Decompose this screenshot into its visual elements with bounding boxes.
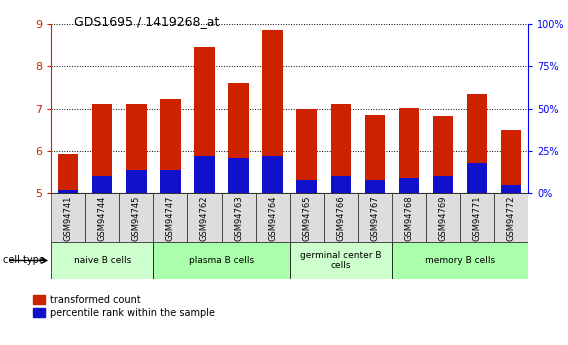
Text: GSM94745: GSM94745 [132,196,141,241]
FancyBboxPatch shape [324,193,358,242]
Bar [58,154,78,193]
Text: germinal center B
cells: germinal center B cells [300,251,382,270]
Bar [92,176,112,193]
Bar [296,180,317,193]
Bar [501,185,521,193]
Bar [58,190,78,193]
Bar [467,94,487,193]
Text: GSM94741: GSM94741 [64,196,73,241]
FancyBboxPatch shape [187,193,222,242]
Bar [262,156,283,193]
Bar [228,83,249,193]
Text: naive B cells: naive B cells [74,256,131,265]
FancyBboxPatch shape [153,241,290,279]
Bar [399,108,419,193]
FancyBboxPatch shape [222,193,256,242]
Text: GSM94747: GSM94747 [166,196,175,241]
Text: GSM94763: GSM94763 [234,196,243,241]
Text: GSM94764: GSM94764 [268,196,277,241]
FancyBboxPatch shape [153,193,187,242]
Text: GSM94762: GSM94762 [200,196,209,241]
FancyBboxPatch shape [290,193,324,242]
Bar [262,30,283,193]
Bar [433,176,453,193]
Bar [467,163,487,193]
Bar [194,47,215,193]
Bar [296,109,317,193]
FancyBboxPatch shape [392,241,528,279]
FancyBboxPatch shape [256,193,290,242]
Bar [365,115,385,193]
Legend: transformed count, percentile rank within the sample: transformed count, percentile rank withi… [34,295,215,318]
FancyBboxPatch shape [392,193,426,242]
FancyBboxPatch shape [85,193,119,242]
Text: GDS1695 / 1419268_at: GDS1695 / 1419268_at [74,16,219,29]
Text: GSM94767: GSM94767 [370,196,379,241]
Bar [160,169,181,193]
Bar [92,105,112,193]
Text: cell type: cell type [3,256,45,265]
Text: plasma B cells: plasma B cells [189,256,254,265]
FancyBboxPatch shape [460,193,494,242]
Bar [194,156,215,193]
Text: memory B cells: memory B cells [425,256,495,265]
Bar [126,105,147,193]
FancyBboxPatch shape [51,193,85,242]
Text: GSM94771: GSM94771 [473,196,482,241]
Bar [331,176,351,193]
Bar [365,180,385,193]
Text: GSM94772: GSM94772 [507,196,516,241]
FancyBboxPatch shape [358,193,392,242]
Text: GSM94765: GSM94765 [302,196,311,241]
Bar [433,116,453,193]
Bar [399,178,419,193]
FancyBboxPatch shape [290,241,392,279]
Text: GSM94769: GSM94769 [438,196,448,241]
Bar [331,105,351,193]
Text: GSM94768: GSM94768 [404,196,414,241]
Bar [501,130,521,193]
FancyBboxPatch shape [119,193,153,242]
Bar [228,158,249,193]
FancyBboxPatch shape [51,241,153,279]
FancyBboxPatch shape [494,193,528,242]
Bar [160,99,181,193]
Bar [126,169,147,193]
FancyBboxPatch shape [426,193,460,242]
Text: GSM94744: GSM94744 [98,196,107,241]
Text: GSM94766: GSM94766 [336,196,345,241]
